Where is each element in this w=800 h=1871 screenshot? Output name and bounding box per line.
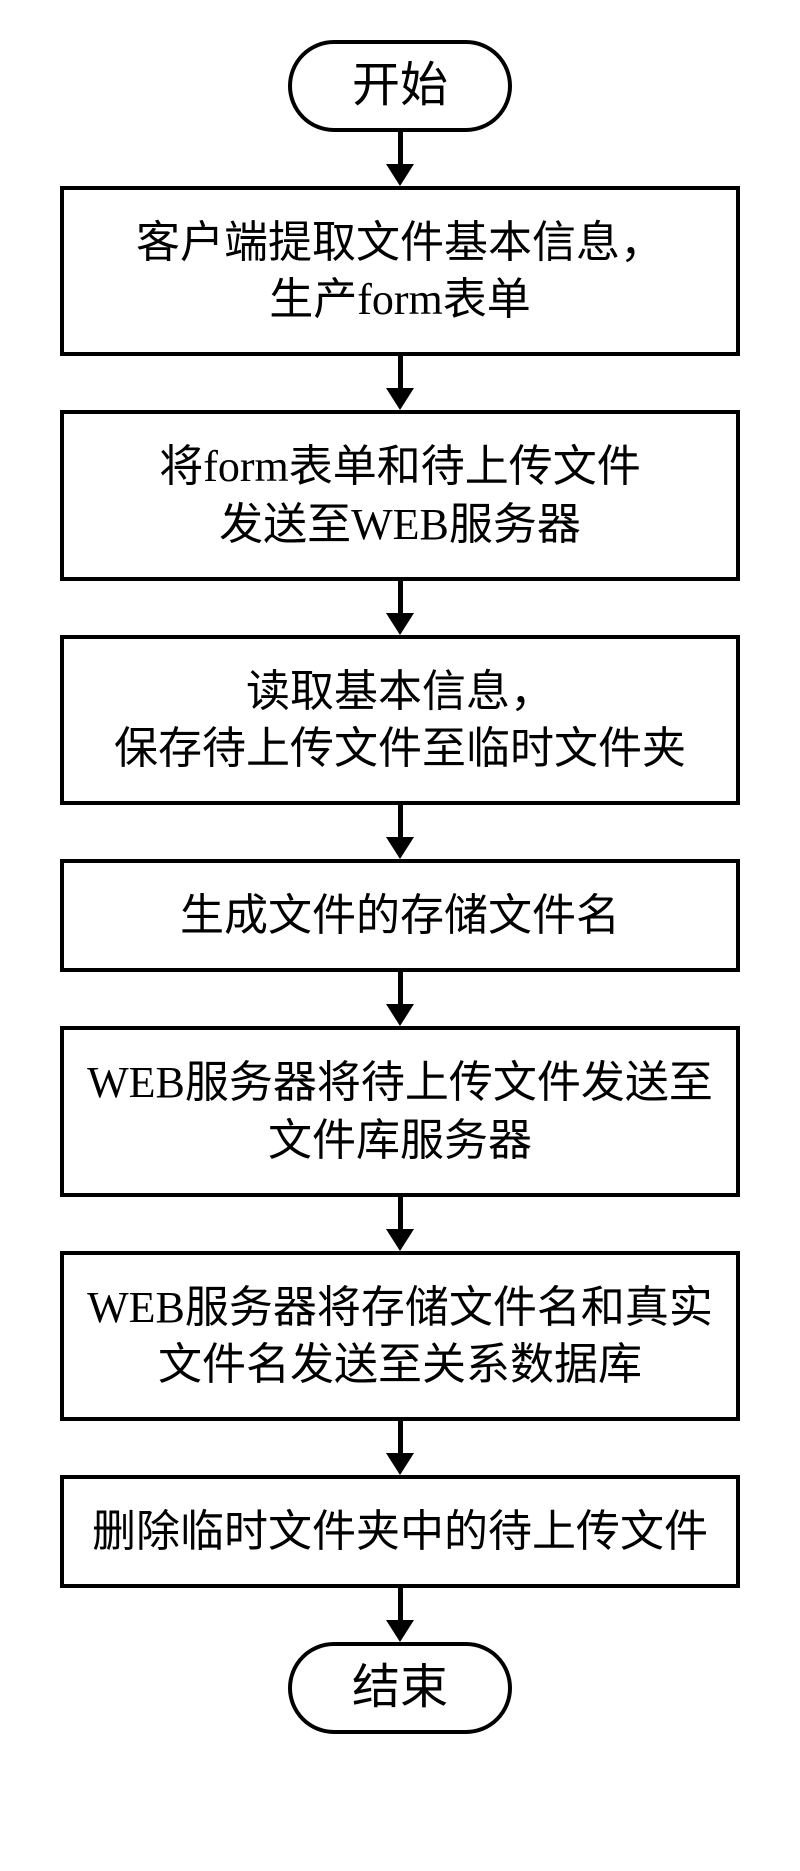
process-step1: 客户端提取文件基本信息，生产form表单 [60,186,740,356]
arrow-head-icon [386,1453,414,1475]
arrow-head-icon [386,1620,414,1642]
terminal-end-label: 结束 [352,1661,448,1714]
arrow-line [398,805,403,837]
arrow [386,1421,414,1475]
process-step3: 读取基本信息，保存待上传文件至临时文件夹 [60,635,740,805]
arrow-head-icon [386,388,414,410]
flowchart-container: 开始 客户端提取文件基本信息，生产form表单 将form表单和待上传文件发送至… [60,40,740,1734]
arrow-head-icon [386,1004,414,1026]
process-step1-label: 客户端提取文件基本信息，生产form表单 [136,218,664,324]
arrow-line [398,581,403,613]
process-step5-label: WEB服务器将待上传文件发送至文件库服务器 [87,1058,713,1164]
process-step5: WEB服务器将待上传文件发送至文件库服务器 [60,1026,740,1196]
terminal-start: 开始 [288,40,512,132]
process-step4-label: 生成文件的存储文件名 [180,891,620,940]
arrow-line [398,1197,403,1229]
arrow-line [398,356,403,388]
arrow-line [398,972,403,1004]
process-step2: 将form表单和待上传文件发送至WEB服务器 [60,410,740,580]
process-step3-label: 读取基本信息，保存待上传文件至临时文件夹 [114,667,686,773]
process-step4: 生成文件的存储文件名 [60,859,740,972]
arrow-head-icon [386,1229,414,1251]
process-step2-label: 将form表单和待上传文件发送至WEB服务器 [159,442,641,548]
process-step6: WEB服务器将存储文件名和真实文件名发送至关系数据库 [60,1251,740,1421]
terminal-end: 结束 [288,1642,512,1734]
arrow-line [398,132,403,164]
arrow [386,356,414,410]
arrow [386,1197,414,1251]
arrow [386,132,414,186]
arrow [386,972,414,1026]
process-step6-label: WEB服务器将存储文件名和真实文件名发送至关系数据库 [87,1283,713,1389]
process-step7-label: 删除临时文件夹中的待上传文件 [92,1507,708,1556]
arrow [386,581,414,635]
arrow [386,1588,414,1642]
arrow-line [398,1588,403,1620]
process-step7: 删除临时文件夹中的待上传文件 [60,1475,740,1588]
arrow-head-icon [386,837,414,859]
arrow-head-icon [386,164,414,186]
arrow-line [398,1421,403,1453]
arrow [386,805,414,859]
terminal-start-label: 开始 [352,59,448,112]
arrow-head-icon [386,613,414,635]
